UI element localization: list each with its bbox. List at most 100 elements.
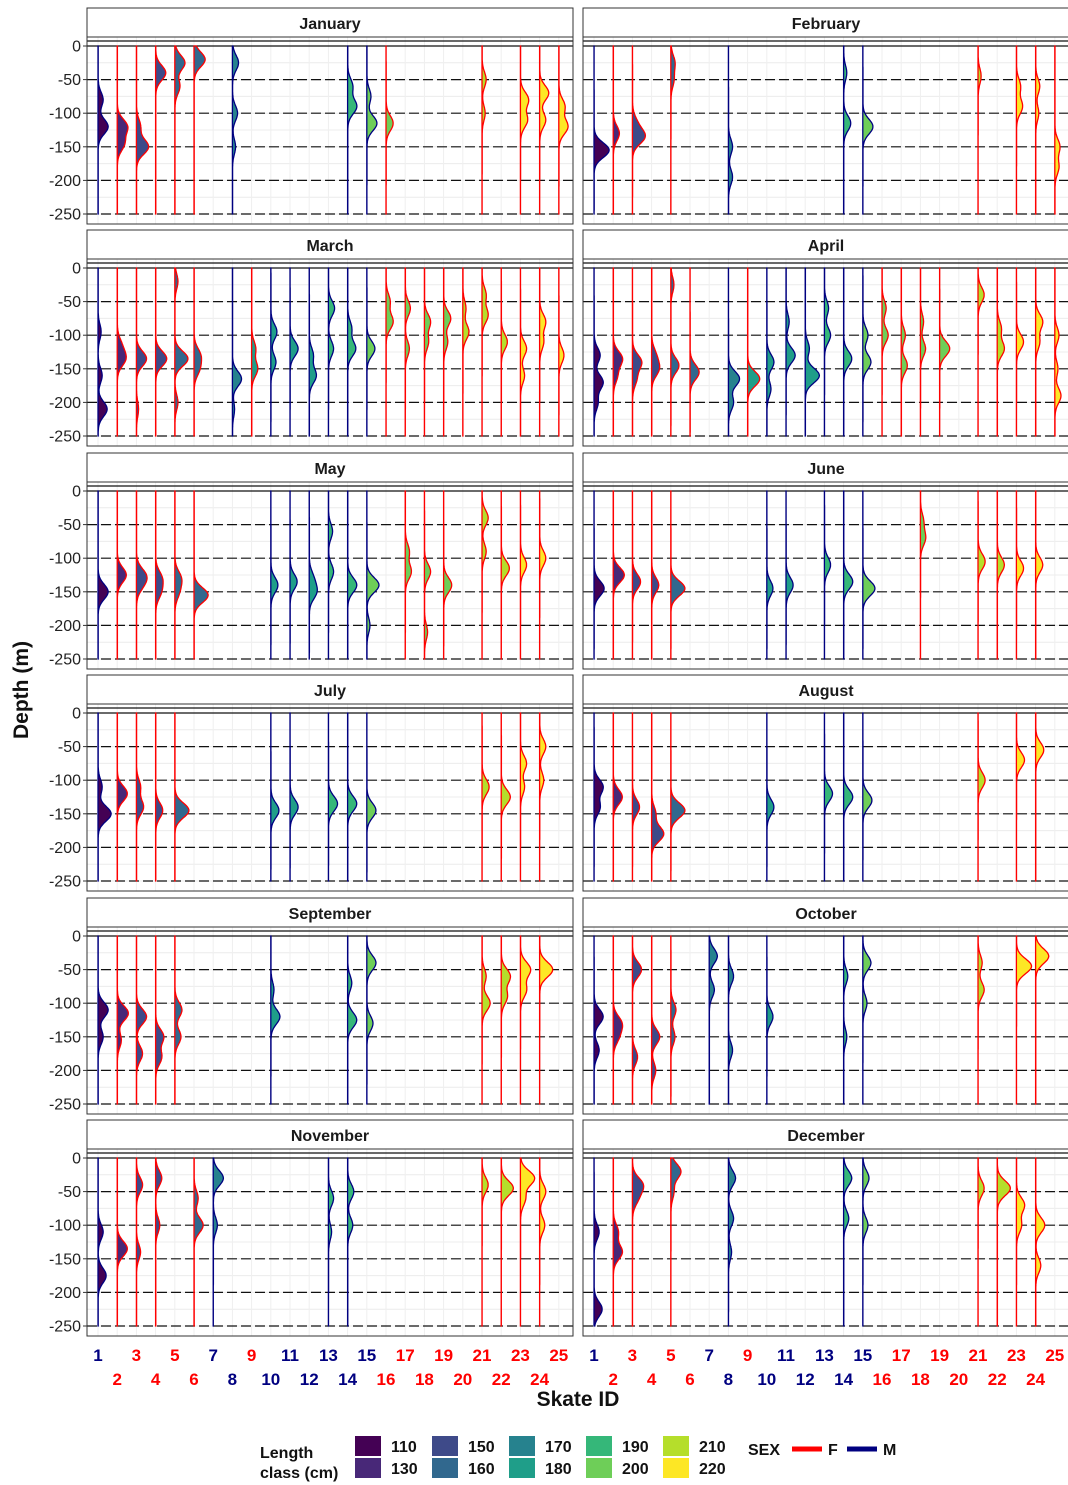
facet-title: February xyxy=(792,16,861,33)
x-tick-label: 19 xyxy=(930,1346,949,1365)
violin-skate-14 xyxy=(842,935,849,1105)
violin-skate-14 xyxy=(346,45,358,215)
violin-skate-8 xyxy=(231,267,243,437)
violin-skate-6 xyxy=(193,45,206,215)
violin-skate-21 xyxy=(977,490,986,660)
legend-label-110: 110 xyxy=(391,1439,417,1456)
facet-title: March xyxy=(306,238,353,255)
violin-skate-23 xyxy=(519,45,530,215)
legend-label-160: 160 xyxy=(468,1461,495,1478)
violin-skate-14 xyxy=(346,935,358,1105)
x-tick-label: 22 xyxy=(492,1370,511,1389)
violin-skate-21 xyxy=(481,935,491,1105)
violin-skate-1 xyxy=(97,935,109,1105)
y-tick-label: -250 xyxy=(49,874,81,891)
violin-skate-13 xyxy=(823,712,834,882)
x-tick-label: 7 xyxy=(208,1346,217,1365)
x-tick-label: 23 xyxy=(1007,1346,1026,1365)
panel-border xyxy=(86,36,574,225)
x-tick-label: 25 xyxy=(549,1346,568,1365)
violin-skate-1 xyxy=(97,267,108,437)
panel-border xyxy=(86,258,574,447)
violin-skate-13 xyxy=(327,490,335,660)
violin-skate-4 xyxy=(154,1157,163,1327)
violin-skate-18 xyxy=(423,267,432,437)
facet-strip xyxy=(86,897,574,928)
violin-skate-25 xyxy=(558,267,565,437)
x-tick-label: 17 xyxy=(396,1346,415,1365)
violin-skate-4 xyxy=(650,935,661,1105)
x-tick-label: 6 xyxy=(685,1370,694,1389)
y-tick-label: -100 xyxy=(49,996,81,1013)
violin-skate-17 xyxy=(404,267,412,437)
legend-swatch-220 xyxy=(663,1458,689,1478)
x-tick-label: 17 xyxy=(892,1346,911,1365)
violin-skate-22 xyxy=(996,490,1006,660)
violin-skate-2 xyxy=(116,1157,128,1327)
facet-title: November xyxy=(291,1128,369,1145)
x-tick-label: 8 xyxy=(724,1370,733,1389)
violin-skate-19 xyxy=(442,267,452,437)
panel-border xyxy=(582,258,1068,447)
violin-skate-3 xyxy=(631,712,641,882)
violin-skate-24 xyxy=(1034,1157,1046,1327)
violin-skate-22 xyxy=(996,267,1006,437)
violin-skate-1 xyxy=(593,712,604,882)
violin-skate-5 xyxy=(174,267,189,437)
violin-skate-14 xyxy=(842,45,852,215)
panel-border xyxy=(86,1148,574,1337)
legend-swatch-180 xyxy=(509,1458,535,1478)
violin-skate-2 xyxy=(612,45,621,215)
violin-skate-1 xyxy=(593,490,605,660)
facet-panel-february: February xyxy=(582,7,1068,225)
violin-skate-15 xyxy=(862,712,873,882)
violin-skate-10 xyxy=(766,712,775,882)
violin-skate-24 xyxy=(1034,45,1041,215)
x-tick-label: 10 xyxy=(757,1370,776,1389)
violin-skate-16 xyxy=(385,267,394,437)
violin-skate-24 xyxy=(1034,267,1044,437)
x-tick-label: 21 xyxy=(969,1346,988,1365)
x-tick-label: 5 xyxy=(666,1346,675,1365)
y-tick-label: 0 xyxy=(72,484,81,501)
x-tick-label: 11 xyxy=(281,1346,299,1365)
facet-panel-june: June xyxy=(582,452,1068,670)
violin-skate-15 xyxy=(862,267,872,437)
legend-sex-label-M: M xyxy=(883,1442,896,1459)
violin-skate-7 xyxy=(708,935,719,1105)
y-tick-label: -250 xyxy=(49,429,81,446)
panel-border xyxy=(582,703,1068,892)
violin-skate-21 xyxy=(481,45,487,215)
y-tick-label: -150 xyxy=(49,1251,81,1268)
violin-skate-24 xyxy=(538,490,547,660)
x-tick-label: 14 xyxy=(338,1370,357,1389)
violin-skate-4 xyxy=(650,267,661,437)
panel-border xyxy=(582,481,1068,670)
y-tick-label: -200 xyxy=(49,618,81,635)
facet-strip xyxy=(582,452,1068,483)
violin-skate-22 xyxy=(500,267,508,437)
y-tick-label: -50 xyxy=(58,517,81,534)
violin-skate-10 xyxy=(766,267,775,437)
violin-skate-2 xyxy=(116,490,127,660)
violin-skate-10 xyxy=(270,267,278,437)
violin-skate-15 xyxy=(862,935,872,1105)
violin-skate-15 xyxy=(366,45,378,215)
violin-skate-24 xyxy=(1034,490,1044,660)
violin-skate-24 xyxy=(538,712,547,882)
legend-label-220: 220 xyxy=(699,1461,726,1478)
panel-border xyxy=(582,36,1068,225)
x-tick-label: 9 xyxy=(247,1346,256,1365)
violin-skate-21 xyxy=(977,1157,985,1327)
x-tick-label: 12 xyxy=(796,1370,815,1389)
x-tick-label: 6 xyxy=(189,1370,198,1389)
y-tick-label: -50 xyxy=(58,294,81,311)
y-tick-label: 0 xyxy=(72,929,81,946)
violin-skate-4 xyxy=(154,712,164,882)
y-tick-label: -100 xyxy=(49,773,81,790)
violin-skate-22 xyxy=(500,935,512,1105)
x-axis-title: Skate ID xyxy=(537,1388,620,1411)
facet-title: June xyxy=(807,461,844,478)
violin-skate-18 xyxy=(423,490,432,660)
violin-skate-5 xyxy=(174,935,183,1105)
